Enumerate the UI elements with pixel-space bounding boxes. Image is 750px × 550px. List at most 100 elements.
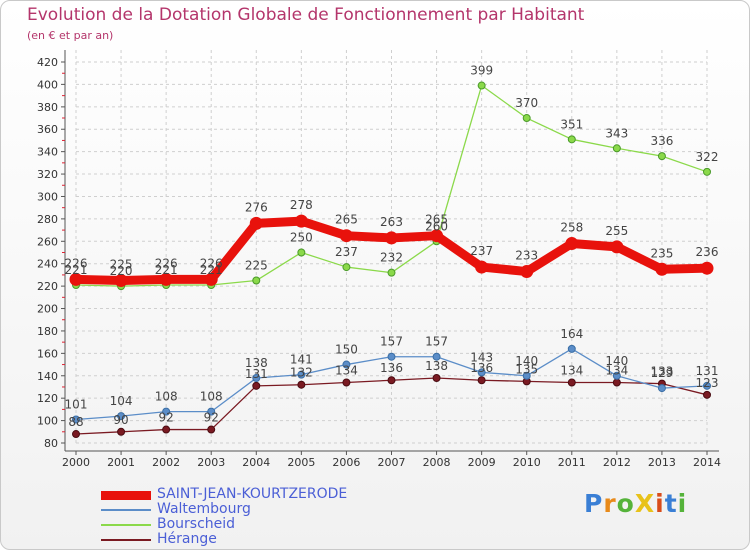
data-label: 237	[335, 245, 358, 259]
data-label: 220	[110, 264, 133, 278]
data-label: 225	[245, 259, 268, 273]
x-tick-label: 2010	[513, 456, 541, 469]
data-point	[342, 360, 351, 369]
y-tick-label: 100	[37, 415, 58, 428]
logo-letter: o	[616, 489, 635, 518]
data-point	[522, 371, 531, 380]
data-point	[207, 425, 216, 434]
data-label: 104	[110, 394, 133, 408]
data-point	[159, 272, 173, 286]
data-label: 276	[245, 200, 268, 214]
y-tick-label: 240	[37, 258, 58, 271]
data-point	[567, 344, 576, 353]
data-point	[114, 274, 128, 288]
data-point	[297, 370, 306, 379]
data-point	[387, 376, 396, 385]
data-label: 134	[560, 363, 583, 377]
data-label: 236	[696, 245, 719, 259]
data-label: 232	[380, 251, 403, 265]
logo-letter: i	[677, 489, 688, 518]
data-label: 226	[200, 256, 223, 270]
data-label: 260	[425, 219, 448, 233]
data-label: 92	[159, 411, 174, 425]
data-point	[477, 376, 486, 385]
legend-swatch	[101, 539, 151, 541]
data-label: 225	[110, 258, 133, 272]
data-point	[69, 272, 83, 286]
data-point	[162, 425, 171, 434]
data-point	[612, 378, 621, 387]
legend-label: Bourscheid	[157, 516, 236, 532]
logo-letter: i	[655, 489, 665, 518]
data-point	[703, 381, 711, 390]
data-label: 157	[425, 335, 448, 349]
data-point	[703, 390, 711, 399]
data-label: 136	[380, 361, 403, 375]
legend-swatch	[101, 490, 151, 500]
data-label: 255	[605, 224, 628, 238]
y-tick-label: 360	[37, 123, 58, 136]
data-label: 370	[515, 96, 538, 110]
data-point	[297, 380, 306, 389]
data-point	[252, 374, 261, 383]
x-tick-label: 2004	[242, 456, 270, 469]
data-point	[520, 265, 534, 279]
x-tick-label: 2008	[423, 456, 451, 469]
data-label: 336	[650, 134, 673, 148]
data-label: 143	[470, 350, 493, 364]
data-label: 101	[65, 397, 88, 411]
y-tick-label: 200	[37, 303, 58, 316]
data-label: 265	[425, 213, 448, 227]
y-tick-label: 420	[37, 56, 58, 69]
data-label: 136	[470, 361, 493, 375]
logo-letter: r	[603, 489, 617, 518]
x-tick-label: 2014	[693, 456, 721, 469]
data-label: 134	[335, 363, 358, 377]
data-label: 133	[650, 365, 673, 379]
data-label: 226	[155, 256, 178, 270]
data-label: 263	[380, 215, 403, 229]
data-label: 157	[380, 335, 403, 349]
data-label: 226	[65, 256, 88, 270]
y-tick-label: 160	[37, 347, 58, 360]
data-point	[387, 268, 396, 277]
data-label: 92	[204, 411, 219, 425]
x-tick-label: 2000	[62, 456, 90, 469]
data-point	[387, 352, 396, 361]
data-point	[294, 214, 308, 228]
x-tick-label: 2007	[378, 456, 406, 469]
data-point	[252, 381, 261, 390]
data-label: 351	[560, 117, 583, 131]
data-point	[477, 368, 486, 377]
data-point	[475, 260, 489, 274]
legend-label: Waltembourg	[157, 501, 251, 517]
data-label: 258	[560, 221, 583, 235]
logo-letter: X	[634, 489, 656, 518]
data-label: 399	[470, 64, 493, 78]
y-tick-label: 400	[37, 78, 58, 91]
x-tick-label: 2013	[648, 456, 676, 469]
x-tick-label: 2005	[287, 456, 315, 469]
data-label: 278	[290, 198, 313, 212]
data-label: 250	[290, 231, 313, 245]
data-label: 221	[155, 263, 178, 277]
logo-letter: t	[664, 489, 678, 518]
chart-title: Evolution de la Dotation Globale de Fonc…	[27, 5, 585, 25]
data-label: 131	[245, 367, 268, 381]
data-label: 90	[113, 413, 128, 427]
legend-swatch	[101, 509, 151, 511]
data-point	[342, 263, 351, 272]
data-point	[339, 229, 353, 243]
chart-subtitle: (en € et par an)	[27, 29, 114, 42]
logo-letter: P	[584, 489, 604, 518]
data-point	[162, 407, 171, 416]
data-label: 221	[200, 263, 223, 277]
data-point	[657, 384, 666, 393]
data-point	[430, 229, 444, 243]
data-label: 131	[696, 364, 719, 378]
data-point	[610, 240, 624, 254]
y-tick-label: 260	[37, 235, 58, 248]
data-point	[252, 276, 261, 285]
data-point	[342, 378, 351, 387]
